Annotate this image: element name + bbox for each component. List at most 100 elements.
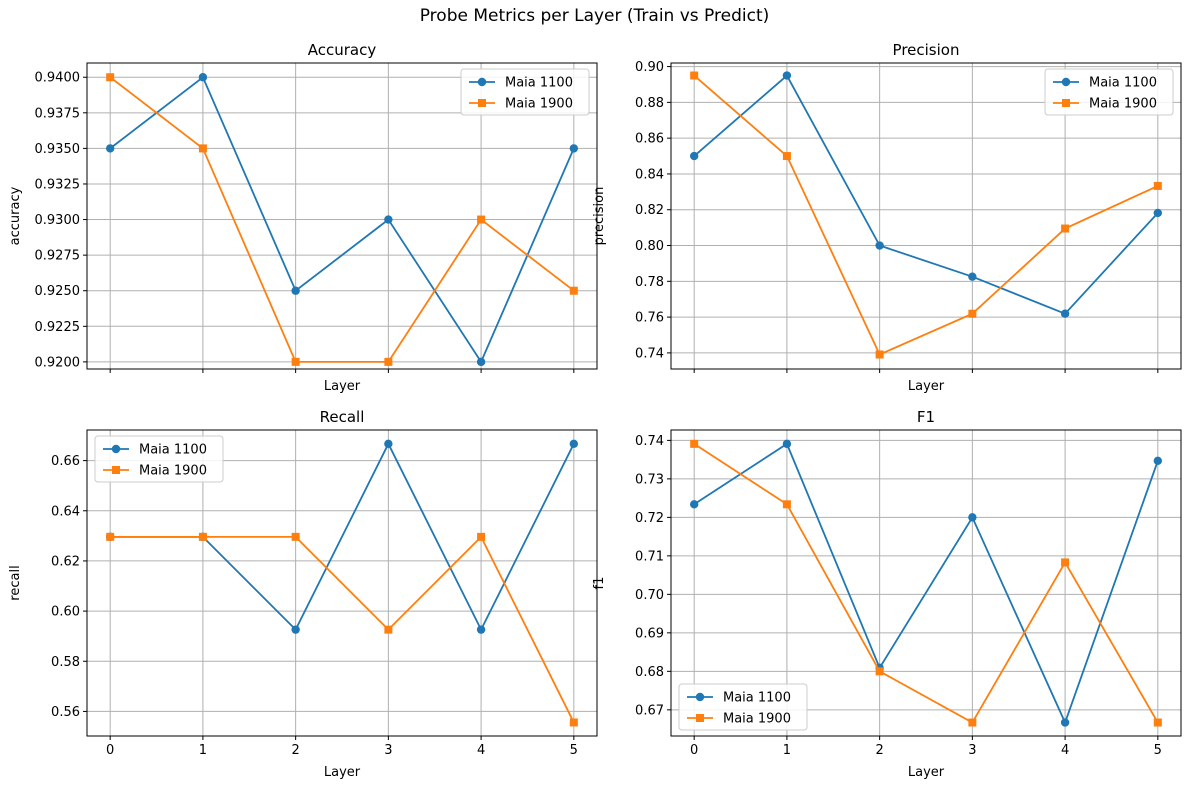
x-tick-label: 4 xyxy=(477,743,485,758)
panel-title: Precision xyxy=(893,41,960,59)
y-tick-label: 0.9300 xyxy=(35,213,81,228)
figure-title: Probe Metrics per Layer (Train vs Predic… xyxy=(419,6,770,26)
data-point xyxy=(1153,208,1163,218)
y-tick-label: 0.9200 xyxy=(35,355,81,370)
y-tick-label: 0.80 xyxy=(635,239,664,254)
y-axis-label: accuracy xyxy=(8,186,23,245)
data-point xyxy=(1060,718,1070,727)
data-point xyxy=(782,500,791,509)
x-tick-label: 2 xyxy=(291,743,299,758)
data-point xyxy=(782,71,792,80)
y-tick-label: 0.68 xyxy=(635,665,664,680)
y-tick-label: 0.67 xyxy=(635,703,664,718)
data-point xyxy=(384,215,393,224)
y-tick-label: 0.9225 xyxy=(35,320,81,335)
y-tick-label: 0.71 xyxy=(635,549,664,564)
legend-marker xyxy=(111,444,121,454)
y-tick-label: 0.72 xyxy=(635,511,664,526)
data-point xyxy=(198,144,207,153)
y-tick-label: 0.69 xyxy=(635,626,664,641)
legend-label: Maia 1100 xyxy=(1089,76,1157,91)
x-axis-label: Layer xyxy=(908,379,945,394)
legend-marker xyxy=(112,466,120,474)
y-tick-label: 0.90 xyxy=(635,60,664,75)
data-point xyxy=(1060,309,1070,318)
legend-label: Maia 1900 xyxy=(1089,97,1157,112)
legend: Maia 1100 Maia 1900 xyxy=(1044,68,1174,116)
data-point xyxy=(690,439,699,448)
y-tick-label: 0.58 xyxy=(51,655,80,670)
y-tick-label: 0.60 xyxy=(51,605,80,620)
data-point xyxy=(106,73,115,82)
y-axis-label: recall xyxy=(8,565,23,600)
y-tick-label: 0.66 xyxy=(51,454,80,469)
data-point xyxy=(689,500,699,509)
y-tick-label: 0.9400 xyxy=(35,71,81,86)
y-tick-label: 0.9250 xyxy=(35,284,81,299)
y-tick-label: 0.86 xyxy=(635,132,664,147)
x-tick-label: 5 xyxy=(570,743,578,758)
data-point xyxy=(968,513,977,522)
y-tick-label: 0.9350 xyxy=(35,142,81,157)
legend-label: Maia 1900 xyxy=(723,712,791,727)
series-line xyxy=(109,75,575,364)
y-tick-label: 0.74 xyxy=(635,434,664,449)
y-tick-label: 0.64 xyxy=(51,504,80,519)
legend-marker xyxy=(1061,77,1071,87)
panel-precision: 0.74 0.76 0.78 0.80 0.82 0.84 0.86 0.88 0.90 Prec… xyxy=(592,41,1182,394)
panel-recall: 0.56 0.58 0.60 0.62 0.64 0.66 0 1 2 3 4 5 Recall Laye… xyxy=(8,408,598,780)
data-point xyxy=(968,272,977,281)
x-tick-label: 3 xyxy=(968,743,976,758)
panel-title: F1 xyxy=(917,408,935,426)
data-point xyxy=(384,439,393,448)
data-point xyxy=(782,439,792,449)
data-point xyxy=(569,439,579,448)
series-line xyxy=(693,443,1159,724)
data-point xyxy=(875,350,884,359)
legend: Maia 1100 Maia 1900 xyxy=(678,683,808,731)
y-tick-label: 0.62 xyxy=(51,554,80,569)
legend-marker xyxy=(695,692,705,702)
series-line xyxy=(693,74,1159,356)
data-point xyxy=(569,718,578,727)
legend-label: Maia 1100 xyxy=(723,691,791,706)
x-tick-label: 2 xyxy=(875,743,883,758)
x-axis-label: Layer xyxy=(908,765,945,780)
y-axis-label: precision xyxy=(592,187,607,246)
legend-label: Maia 1100 xyxy=(505,76,573,91)
data-point xyxy=(476,357,486,367)
legend-marker xyxy=(477,77,487,87)
data-point xyxy=(198,532,207,541)
data-point xyxy=(291,532,300,541)
legend-marker xyxy=(696,714,704,722)
data-point xyxy=(782,152,791,161)
y-tick-label: 0.9325 xyxy=(35,177,81,192)
data-point xyxy=(1153,718,1162,727)
data-point xyxy=(106,532,115,541)
y-tick-label: 0.82 xyxy=(635,203,664,218)
plot-frame xyxy=(86,62,598,370)
x-tick-label: 3 xyxy=(384,743,392,758)
x-tick-label: 0 xyxy=(690,743,698,758)
legend-marker xyxy=(478,99,486,107)
data-point xyxy=(690,71,699,80)
legend-label: Maia 1900 xyxy=(505,97,573,112)
y-tick-label: 0.9375 xyxy=(35,106,81,121)
y-axis-label: f1 xyxy=(592,577,607,590)
data-point xyxy=(476,625,486,634)
plot-frame xyxy=(670,429,1182,737)
data-point xyxy=(569,144,579,153)
series-line xyxy=(693,442,1159,725)
x-tick-label: 1 xyxy=(199,743,207,758)
x-axis-label: Layer xyxy=(324,765,361,780)
y-tick-label: 0.74 xyxy=(635,346,664,361)
y-tick-label: 0.76 xyxy=(635,311,664,326)
panel-accuracy: 0.9200 0.9225 0.9250 0.9275 0.9300 0.9325 0.93… xyxy=(8,41,598,394)
y-tick-label: 0.78 xyxy=(635,275,664,290)
data-point xyxy=(291,625,300,634)
panel-title: Recall xyxy=(320,408,365,426)
data-point xyxy=(1061,558,1070,567)
data-point xyxy=(968,309,977,318)
